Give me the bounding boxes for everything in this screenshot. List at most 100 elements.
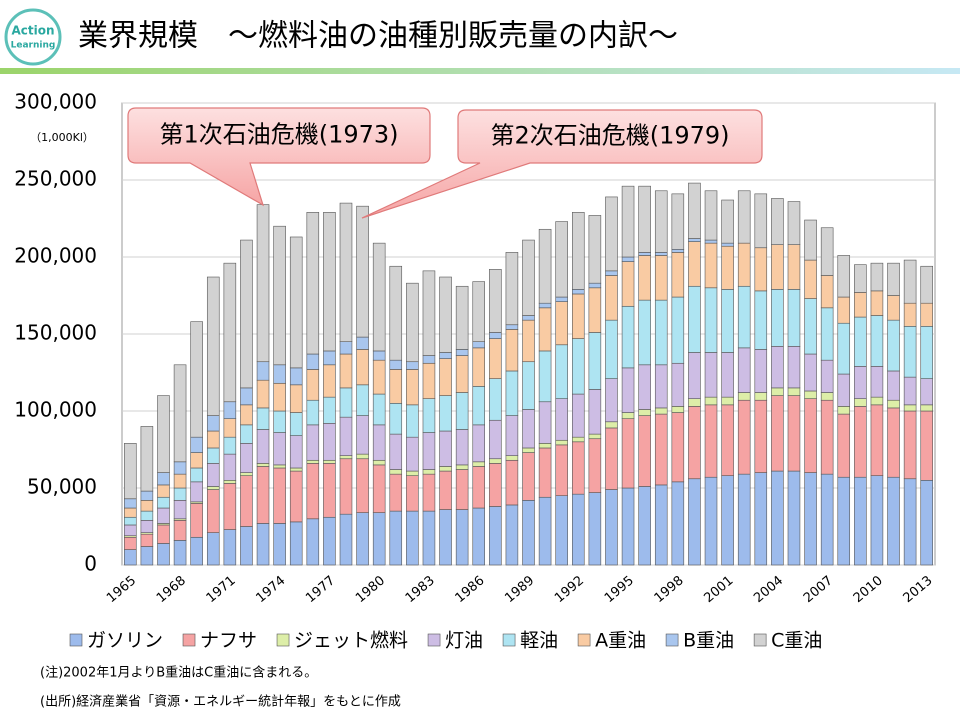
bar-segment [638,415,651,487]
bar-segment [422,398,436,433]
legend-swatch [427,633,441,647]
bar-segment [704,287,718,353]
bar-segment [273,410,286,433]
bar-segment [389,359,403,370]
bar-segment [372,512,386,566]
bar-segment [754,193,768,249]
bar-segment [837,322,851,375]
bar-segment [206,463,220,487]
bar-segment [538,447,552,498]
bar-segment [306,518,320,566]
bar-segment [787,470,801,566]
bar-segment [439,358,452,396]
bar-segment [505,370,519,416]
bar-segment [206,447,220,464]
bar-segment [422,510,436,566]
bar-segment [339,353,353,389]
bar-segment [223,453,237,481]
bar-segment [704,396,718,406]
bar-segment [638,255,651,301]
bar-segment [804,472,817,566]
bar-segment [887,407,900,478]
bar-segment [389,510,403,566]
legend-label: C重油 [771,630,822,652]
legend-swatch [665,633,679,647]
bar-segment [472,341,485,349]
bar-segment [555,301,568,346]
bar-segment [555,296,568,302]
bar-segment [124,549,137,566]
bar-segment [837,373,851,407]
bar-segment [124,443,137,500]
bar-segment [339,416,353,456]
header-rule [0,68,960,74]
x-tick-label: 1980 [353,573,388,606]
bar-segment [157,395,170,473]
bar-segment [190,467,203,483]
bar-segment [406,436,419,472]
bar-segment [887,476,900,566]
bar-segment [754,472,768,566]
bar-segment [323,212,336,352]
bar-segment [605,270,618,276]
bar-segment [439,470,452,510]
x-tick-label: 1971 [204,573,239,606]
bar-segment [240,526,253,566]
bar-segment [671,252,685,298]
bar-segment [455,349,469,356]
bar-segment [472,386,485,426]
bar-segment [306,459,320,464]
bar-segment [522,409,535,449]
bar-segment [389,473,403,512]
bar-segment [339,341,353,355]
x-tick-label: 1983 [403,573,438,606]
bar-segment [190,481,203,503]
bar-segment [489,463,502,507]
bar-segment [223,401,237,420]
bar-segment [505,455,519,461]
bar-segment [273,364,286,384]
bar-segment [804,219,817,261]
bar-segment [157,484,170,498]
bar-segment [455,464,469,470]
x-tick-label: 2013 [901,573,936,606]
legend-swatch [276,633,290,647]
bar-segment [688,285,701,353]
bar-segment [289,521,303,566]
bar-segment [289,412,303,436]
bar-segment [472,424,485,463]
bar-segment [870,366,884,398]
bar-segment [887,295,900,321]
bar-segment [771,198,784,245]
bar-segment [273,382,286,412]
bar-segment [654,407,668,415]
bar-segment [671,412,685,483]
bar-segment [356,512,369,566]
bar-segment [754,392,768,401]
bar-segment [157,496,170,509]
bar-segment [721,245,734,290]
bar-segment [704,352,718,398]
bar-segment [289,470,303,523]
bar-segment [621,418,635,489]
bar-segment [920,404,933,412]
bar-segment [356,453,369,460]
bar-segment [372,464,386,513]
bar-segment [455,355,469,393]
bar-segment [854,264,867,293]
bar-segment [638,252,651,256]
bar-segment [887,370,900,401]
bar-segment [588,282,602,289]
bar-segment [787,201,801,245]
bar-segment [588,215,602,284]
bar-segment [555,221,568,298]
bar-segment [422,355,436,364]
note: (注)2002年1月よりB重油はC重油に含まれる。 [40,665,317,681]
legend-label: A重油 [595,630,646,652]
y-axis-label: （1,000Kl） [30,131,94,144]
bar-segment [256,379,270,409]
bar-segment [638,409,651,416]
x-tick-label: 1977 [303,573,338,606]
bar-segment [439,352,452,359]
bar-segment [356,384,369,416]
